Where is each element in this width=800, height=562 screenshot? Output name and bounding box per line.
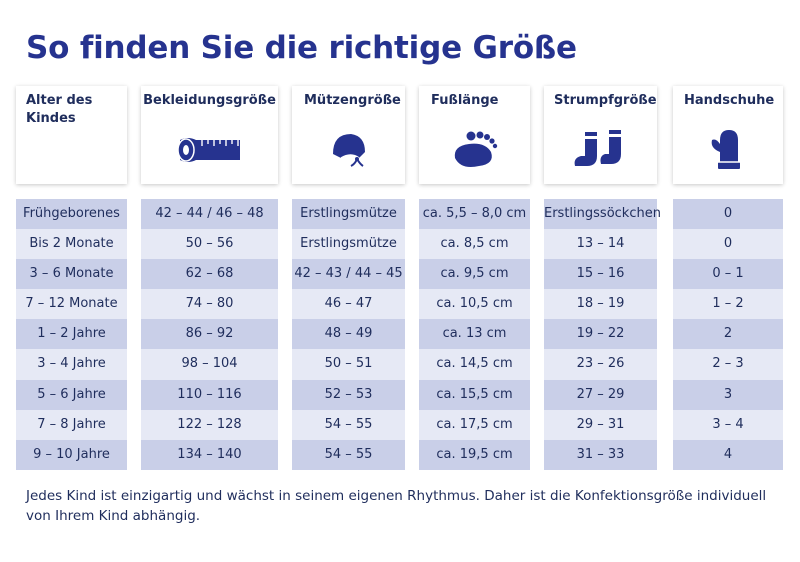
table-cell-foot: ca. 10,5 cm — [419, 289, 530, 320]
table-cell-age: 5 – 6 Jahre — [16, 379, 127, 410]
table-cell-hat: 48 – 49 — [292, 319, 405, 350]
column-clothing: 42 – 44 / 46 – 48 50 – 56 62 – 68 74 – 80 86… — [141, 199, 278, 470]
table-cell-glove: 1 – 2 — [673, 289, 783, 320]
table-cell-foot: ca. 17,5 cm — [419, 409, 530, 440]
table-cell-glove: 0 — [673, 199, 783, 230]
table-cell-hat: Erstlingsmütze — [292, 229, 405, 260]
measuring-tape-icon — [141, 126, 278, 174]
table-cell-hat: 54 – 55 — [292, 409, 405, 440]
table-cell-foot: ca. 15,5 cm — [419, 379, 530, 410]
table-cell-sock: 31 – 33 — [544, 439, 657, 470]
footer-note: Jedes Kind ist einzigartig und wächst in… — [26, 488, 767, 524]
header-card-foot: Fußlänge — [419, 86, 530, 184]
table-cell-clothing: 134 – 140 — [141, 439, 278, 470]
table-cell-hat: 46 – 47 — [292, 289, 405, 320]
table-cell-sock: 29 – 31 — [544, 409, 657, 440]
header-sock-label: Strumpfgröße — [554, 93, 657, 108]
table-cell-glove: 3 – 4 — [673, 409, 783, 440]
table-cell-sock: 23 – 26 — [544, 349, 657, 380]
header-age-label: Alter des Kindes — [26, 93, 93, 126]
table-cell-hat: 42 – 43 / 44 – 45 — [292, 259, 405, 290]
table-cell-hat: 50 – 51 — [292, 349, 405, 380]
header-card-glove: Handschuhe — [673, 86, 783, 184]
table-cell-hat: 52 – 53 — [292, 379, 405, 410]
table-cell-age: 9 – 10 Jahre — [16, 439, 127, 470]
table-cell-age: 7 – 12 Monate — [16, 289, 127, 320]
table-cell-sock: 18 – 19 — [544, 289, 657, 320]
table-cell-foot: ca. 5,5 – 8,0 cm — [419, 199, 530, 230]
column-foot: ca. 5,5 – 8,0 cm ca. 8,5 cm ca. 9,5 cm ca. … — [419, 199, 530, 470]
table-cell-sock: 27 – 29 — [544, 379, 657, 410]
table-cell-sock: 13 – 14 — [544, 229, 657, 260]
table-cell-clothing: 86 – 92 — [141, 319, 278, 350]
footprint-icon — [419, 126, 530, 174]
table-cell-glove: 3 — [673, 379, 783, 410]
header-card-age: Alter des Kindes — [16, 86, 127, 184]
mitten-icon — [673, 126, 783, 174]
baby-bonnet-icon — [292, 126, 405, 174]
header-card-sock: Strumpfgröße — [544, 86, 657, 184]
table-cell-foot: ca. 8,5 cm — [419, 229, 530, 260]
table-cell-age: Frühgeborenes — [16, 199, 127, 230]
column-hat: Erstlingsmütze Erstlingsmütze 42 – 43 / 44… — [292, 199, 405, 470]
table-cell-age: 1 – 2 Jahre — [16, 319, 127, 350]
header-foot-label: Fußlänge — [431, 93, 499, 108]
table-cell-glove: 4 — [673, 439, 783, 470]
table-cell-hat: 54 – 55 — [292, 439, 405, 470]
page-title: So finden Sie die richtige Größe — [26, 30, 577, 66]
column-sock: Erstlingssöckchen 13 – 14 15 – 16 18 – 19 19… — [544, 199, 661, 470]
table-cell-clothing: 98 – 104 — [141, 349, 278, 380]
table-cell-clothing: 42 – 44 / 46 – 48 — [141, 199, 278, 230]
column-age: Frühgeborenes Bis 2 Monate 3 – 6 Monate 7 –… — [16, 199, 127, 470]
table-cell-clothing: 74 – 80 — [141, 289, 278, 320]
table-cell-age: Bis 2 Monate — [16, 229, 127, 260]
header-hat-label: Mützengröße — [304, 93, 401, 108]
table-cell-age: 7 – 8 Jahre — [16, 409, 127, 440]
table-cell-sock: Erstlingssöckchen — [544, 199, 661, 230]
table-cell-glove: 0 – 1 — [673, 259, 783, 290]
table-cell-clothing: 62 – 68 — [141, 259, 278, 290]
header-card-clothing: Bekleidungsgröße — [141, 86, 278, 184]
table-cell-hat: Erstlingsmütze — [292, 199, 405, 230]
table-cell-age: 3 – 4 Jahre — [16, 349, 127, 380]
header-clothing-label: Bekleidungsgröße — [143, 93, 276, 108]
header-glove-label: Handschuhe — [684, 93, 775, 108]
table-cell-clothing: 110 – 116 — [141, 379, 278, 410]
table-cell-foot: ca. 9,5 cm — [419, 259, 530, 290]
header-card-hat: Mützengröße — [292, 86, 405, 184]
table-cell-foot: ca. 13 cm — [419, 319, 530, 350]
table-cell-clothing: 122 – 128 — [141, 409, 278, 440]
table-cell-foot: ca. 19,5 cm — [419, 439, 530, 470]
table-cell-foot: ca. 14,5 cm — [419, 349, 530, 380]
table-cell-clothing: 50 – 56 — [141, 229, 278, 260]
table-cell-glove: 0 — [673, 229, 783, 260]
table-cell-sock: 15 – 16 — [544, 259, 657, 290]
table-cell-glove: 2 — [673, 319, 783, 350]
table-cell-age: 3 – 6 Monate — [16, 259, 127, 290]
table-cell-glove: 2 – 3 — [673, 349, 783, 380]
socks-icon — [544, 126, 657, 174]
table-cell-sock: 19 – 22 — [544, 319, 657, 350]
